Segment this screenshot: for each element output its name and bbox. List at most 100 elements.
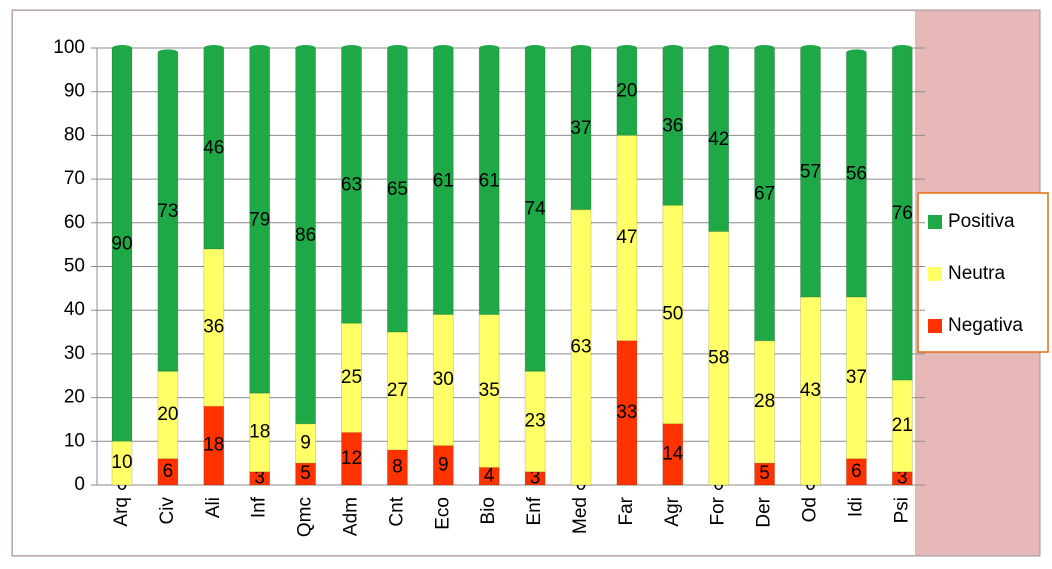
value-label: 5 xyxy=(300,463,311,484)
legend: Positiva Neutra Negativa xyxy=(917,192,1049,353)
value-label: 57 xyxy=(800,162,821,183)
y-tick-label: 30 xyxy=(64,343,85,364)
bar-cap xyxy=(479,45,500,51)
bar-cap xyxy=(112,45,132,51)
value-label: 61 xyxy=(479,170,500,191)
value-label: 18 xyxy=(249,422,270,443)
value-label: 8 xyxy=(392,457,403,478)
value-label: 58 xyxy=(708,347,729,368)
x-tick-label: Ali xyxy=(203,497,224,518)
value-label: 14 xyxy=(662,443,684,464)
value-label: 47 xyxy=(616,227,637,248)
x-tick-label: Arq xyxy=(111,497,132,527)
bar-cap xyxy=(616,45,637,51)
bar-cap xyxy=(662,45,683,51)
legend-label: Positiva xyxy=(948,211,1015,232)
x-tick-label: Psi xyxy=(891,497,912,523)
value-label: 27 xyxy=(387,380,408,401)
x-tick-label: Der xyxy=(754,496,775,527)
bar-cap xyxy=(433,45,454,51)
value-label: 86 xyxy=(295,225,316,246)
legend-label: Neutra xyxy=(948,263,1005,284)
legend-swatch xyxy=(928,319,942,333)
value-label: 9 xyxy=(438,454,449,475)
x-tick-label: Cnt xyxy=(386,496,407,526)
value-label: 76 xyxy=(892,203,913,224)
bar-cap xyxy=(387,45,408,51)
legend-label: Negativa xyxy=(948,315,1023,336)
value-label: 33 xyxy=(616,402,637,423)
value-label: 5 xyxy=(759,463,770,484)
value-label: 20 xyxy=(157,404,178,425)
value-label: 6 xyxy=(163,461,174,482)
value-label: 28 xyxy=(754,391,775,412)
bar-cap xyxy=(754,45,775,51)
value-label: 3 xyxy=(530,467,541,488)
x-tick-label: Eco xyxy=(432,497,453,530)
x-tick-label: Od xyxy=(800,497,821,522)
value-label: 35 xyxy=(479,380,500,401)
bar-cap xyxy=(846,49,867,56)
value-label: 46 xyxy=(203,138,224,159)
value-label: 6 xyxy=(851,461,862,482)
value-label: 43 xyxy=(800,380,821,401)
x-tick-label: Med xyxy=(570,497,591,534)
x-tick-label: Inf xyxy=(249,496,270,518)
x-tick-label: Idi xyxy=(845,497,866,517)
x-tick-label: Qmc xyxy=(295,497,316,537)
value-label: 73 xyxy=(157,201,178,222)
value-label: 21 xyxy=(892,415,913,436)
value-label: 63 xyxy=(341,175,362,196)
value-label: 56 xyxy=(846,164,867,185)
value-label: 12 xyxy=(341,448,362,469)
y-tick-label: 100 xyxy=(53,37,85,58)
bar-cap xyxy=(249,45,270,51)
value-label: 63 xyxy=(570,336,591,357)
y-tick-label: 40 xyxy=(64,299,85,320)
value-label: 42 xyxy=(708,129,729,150)
bar-cap xyxy=(708,45,729,51)
value-label: 67 xyxy=(754,183,775,204)
value-label: 79 xyxy=(249,210,270,231)
value-label: 9 xyxy=(300,433,311,454)
value-label: 20 xyxy=(616,81,637,102)
value-label: 61 xyxy=(433,170,454,191)
value-label: 4 xyxy=(484,465,495,486)
value-label: 37 xyxy=(846,367,867,388)
bar-cap xyxy=(157,49,178,56)
bar-cap xyxy=(571,45,591,51)
y-tick-label: 50 xyxy=(64,256,85,277)
value-label: 3 xyxy=(254,467,265,488)
value-label: 37 xyxy=(570,118,591,139)
x-tick-label: Agr xyxy=(662,496,683,526)
bar-cap xyxy=(341,45,362,51)
value-label: 25 xyxy=(341,367,362,388)
value-label: 74 xyxy=(525,199,547,220)
value-label: 18 xyxy=(203,435,224,456)
plot-area xyxy=(13,11,915,555)
value-label: 30 xyxy=(433,369,454,390)
x-tick-label: Civ xyxy=(157,497,178,525)
y-tick-label: 70 xyxy=(64,168,85,189)
y-tick-label: 10 xyxy=(64,430,85,451)
legend-swatch xyxy=(928,215,942,229)
value-label: 36 xyxy=(662,116,683,137)
value-label: 3 xyxy=(897,467,908,488)
bar-cap xyxy=(800,45,821,51)
value-label: 23 xyxy=(525,411,546,432)
x-tick-label: Adm xyxy=(341,497,362,536)
bar-cap xyxy=(525,45,546,51)
x-tick-label: For xyxy=(708,496,729,525)
bar-cap xyxy=(892,45,913,51)
value-label: 50 xyxy=(662,304,683,325)
x-tick-label: Bio xyxy=(478,497,499,524)
value-label: 65 xyxy=(387,179,408,200)
value-label: 10 xyxy=(111,452,132,473)
bar-cap xyxy=(295,45,316,51)
x-tick-label: Enf xyxy=(524,496,545,525)
y-tick-label: 20 xyxy=(64,387,85,408)
y-tick-label: 90 xyxy=(64,81,85,102)
x-tick-label: Far xyxy=(616,496,637,525)
legend-swatch xyxy=(928,267,942,281)
